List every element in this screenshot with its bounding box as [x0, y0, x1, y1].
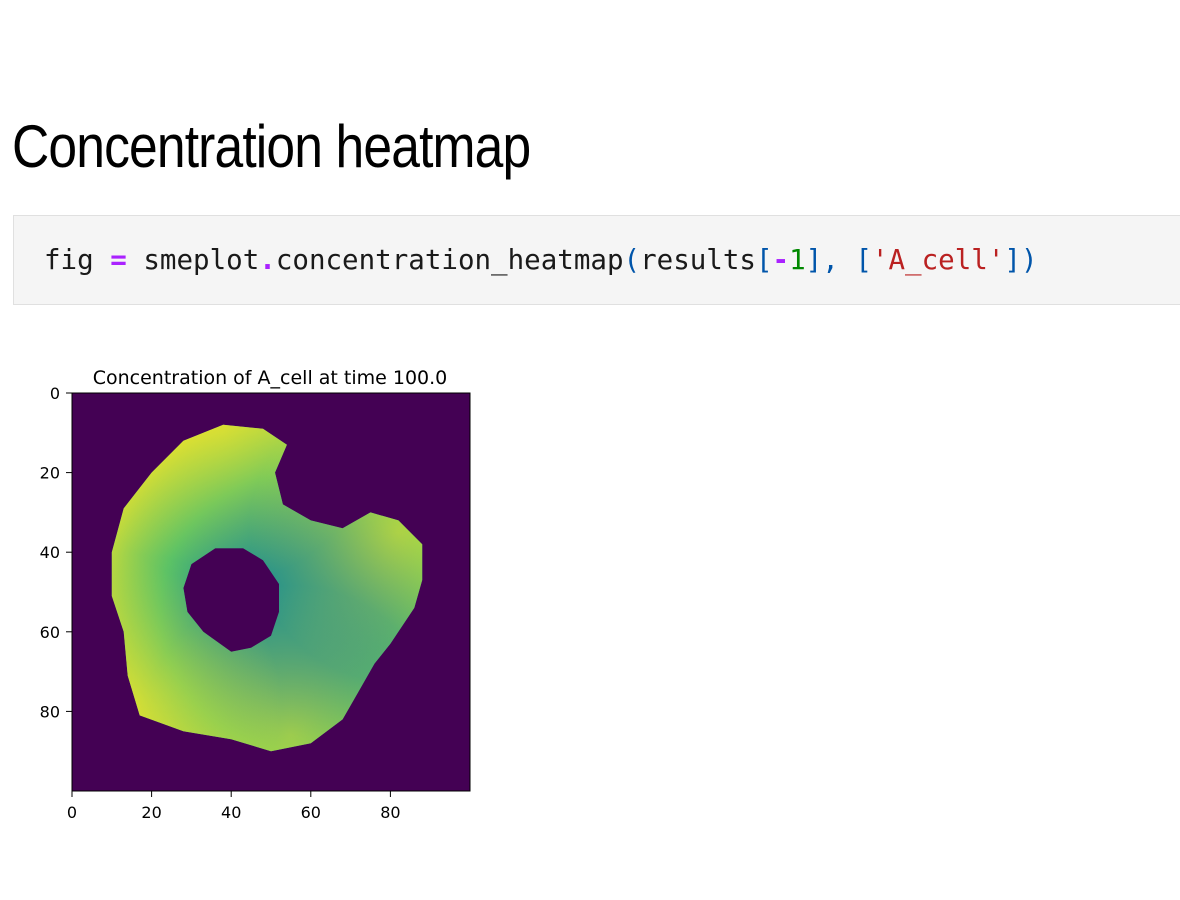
heatmap-figure: Concentration of A_cell at time 100.0 0 2… — [20, 355, 500, 840]
code-index-number: 1 — [789, 244, 806, 276]
code-line: fig = smeplot.concentration_heatmap(resu… — [44, 244, 1038, 276]
code-paren-close: ) — [1020, 244, 1038, 276]
chart-title: Concentration of A_cell at time 100.0 — [93, 367, 448, 389]
y-axis: 0 20 40 60 80 — [40, 384, 72, 721]
code-list-open: [ — [855, 244, 872, 276]
code-function: concentration_heatmap — [275, 244, 624, 276]
code-index-open: [ — [755, 244, 773, 276]
y-tick-label: 0 — [50, 384, 60, 403]
x-tick-label: 20 — [141, 803, 161, 822]
code-assign-operator: = — [110, 244, 127, 276]
code-index-close: ] — [805, 244, 823, 276]
x-tick-label: 80 — [380, 803, 400, 822]
y-tick-label: 60 — [40, 623, 60, 642]
x-tick-label: 40 — [221, 803, 241, 822]
section-heading: Concentration heatmap — [12, 113, 531, 180]
x-tick-label: 60 — [301, 803, 321, 822]
plot-frame — [71, 392, 471, 792]
heatmap-chart: Concentration of A_cell at time 100.0 0 2… — [40, 367, 471, 822]
code-lhs: fig — [44, 244, 94, 276]
y-tick-label: 80 — [40, 702, 60, 721]
code-comma: , — [822, 244, 856, 276]
plot-area — [71, 392, 471, 792]
code-string-literal: 'A_cell' — [871, 244, 1005, 276]
code-dot-operator: . — [259, 244, 276, 276]
code-list-close: ] — [1004, 244, 1021, 276]
code-index-minus: - — [772, 244, 790, 276]
code-arg-name: results — [640, 244, 756, 276]
y-tick-label: 20 — [40, 464, 60, 483]
x-axis: 0 20 40 60 80 — [67, 791, 401, 822]
code-cell[interactable]: fig = smeplot.concentration_heatmap(resu… — [13, 215, 1180, 305]
y-tick-label: 40 — [40, 543, 60, 562]
x-tick-label: 0 — [67, 803, 77, 822]
code-module: smeplot — [143, 244, 260, 276]
code-paren-open: ( — [623, 244, 641, 276]
